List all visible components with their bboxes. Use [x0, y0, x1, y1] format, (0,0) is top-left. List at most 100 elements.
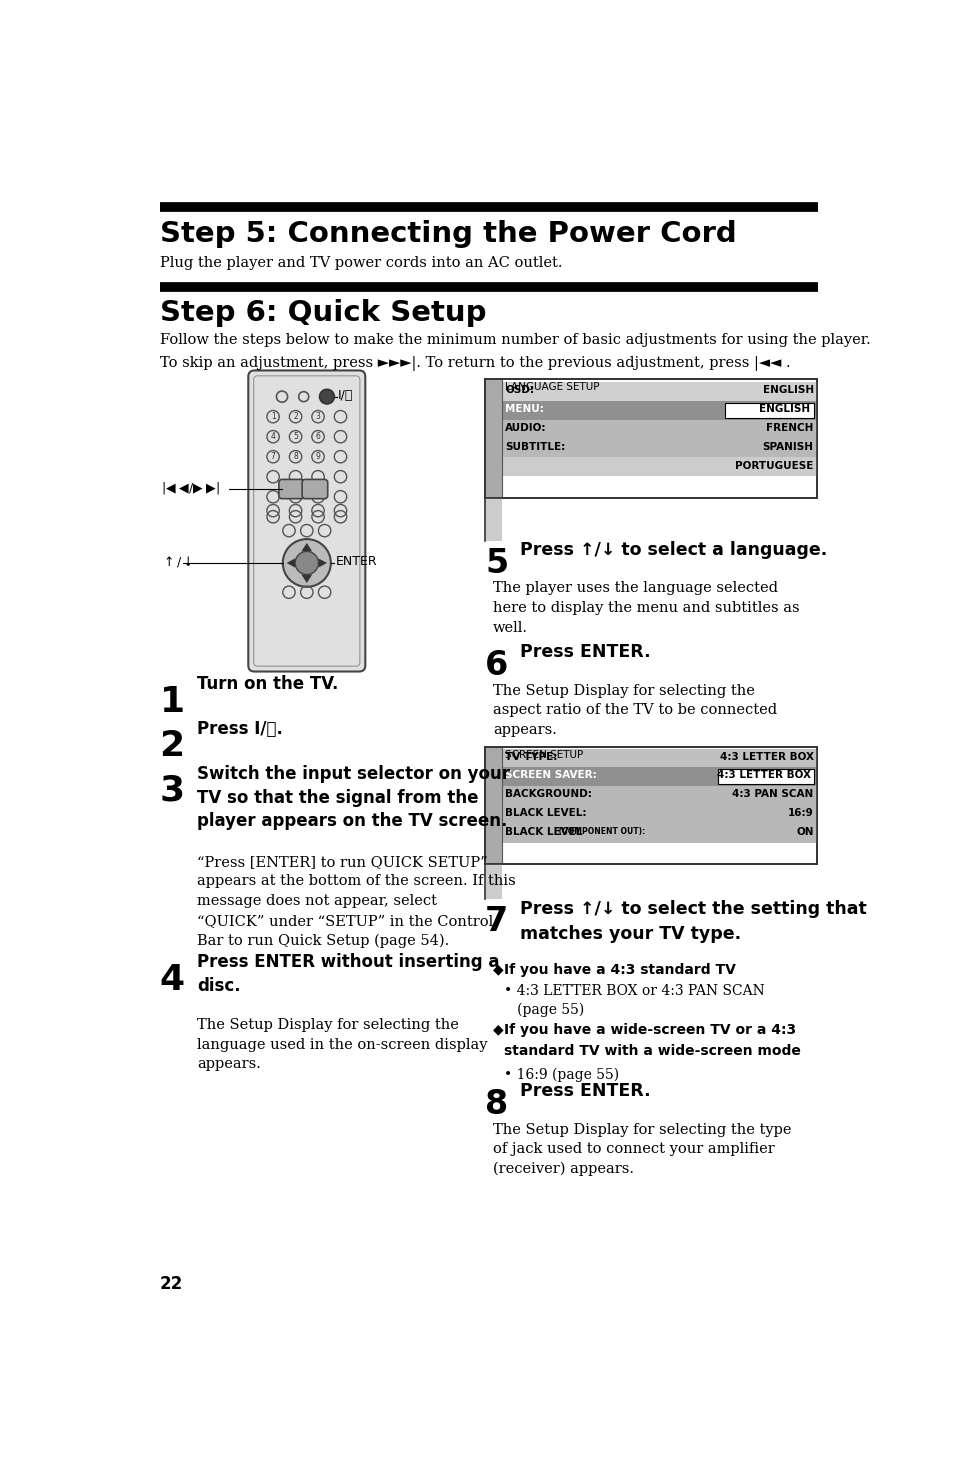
- Text: (receiver) appears.: (receiver) appears.: [493, 1163, 633, 1176]
- Text: 16:9: 16:9: [787, 808, 813, 819]
- Text: Plug the player and TV power cords into an AC outlet.: Plug the player and TV power cords into …: [159, 255, 561, 270]
- Text: If you have a 4:3 standard TV: If you have a 4:3 standard TV: [504, 962, 736, 977]
- Text: AUDIO:: AUDIO:: [505, 423, 546, 433]
- Text: $\uparrow/\downarrow$: $\uparrow/\downarrow$: [161, 555, 193, 569]
- Text: “Press [ENTER] to run QUICK SETUP”: “Press [ENTER] to run QUICK SETUP”: [196, 854, 487, 869]
- Text: SPANISH: SPANISH: [761, 442, 813, 452]
- Text: 6: 6: [315, 432, 320, 440]
- Text: standard TV with a wide-screen mode: standard TV with a wide-screen mode: [504, 1044, 801, 1059]
- Circle shape: [294, 552, 318, 574]
- Text: appears.: appears.: [196, 1057, 260, 1071]
- Circle shape: [282, 540, 331, 587]
- Text: Press ENTER without inserting a: Press ENTER without inserting a: [196, 954, 498, 971]
- Text: Press ↑/↓ to select the setting that: Press ↑/↓ to select the setting that: [519, 900, 865, 918]
- Text: 5: 5: [484, 547, 508, 580]
- Bar: [501, 749, 816, 767]
- Text: “QUICK” under “SETUP” in the Control: “QUICK” under “SETUP” in the Control: [196, 914, 493, 928]
- Text: TV TYPE:: TV TYPE:: [505, 752, 557, 762]
- Bar: [484, 498, 501, 541]
- Bar: [501, 767, 816, 786]
- FancyBboxPatch shape: [278, 479, 304, 498]
- Text: OSD:: OSD:: [505, 386, 534, 394]
- Text: LANGUAGE SETUP: LANGUAGE SETUP: [505, 383, 599, 392]
- Circle shape: [319, 390, 334, 403]
- Text: 7: 7: [484, 905, 508, 937]
- Text: 4: 4: [271, 432, 275, 440]
- Text: appears at the bottom of the screen. If this: appears at the bottom of the screen. If …: [196, 875, 515, 888]
- Bar: [724, 403, 814, 418]
- Text: 7: 7: [271, 452, 275, 461]
- Text: well.: well.: [493, 621, 527, 635]
- Text: disc.: disc.: [196, 977, 240, 995]
- Text: 2: 2: [159, 730, 185, 764]
- Text: Step 6: Quick Setup: Step 6: Quick Setup: [159, 300, 485, 326]
- Polygon shape: [286, 558, 294, 568]
- Bar: [501, 420, 816, 439]
- Bar: [484, 380, 501, 498]
- Text: BLACK LEVEL: BLACK LEVEL: [505, 828, 582, 836]
- Bar: [484, 747, 816, 865]
- Text: ◆: ◆: [493, 962, 503, 977]
- Text: 22: 22: [159, 1275, 183, 1293]
- Text: player appears on the TV screen.: player appears on the TV screen.: [196, 813, 507, 830]
- Text: ENGLISH: ENGLISH: [759, 403, 810, 414]
- Text: SCREEN SAVER:: SCREEN SAVER:: [505, 771, 597, 780]
- Text: Turn on the TV.: Turn on the TV.: [196, 675, 337, 694]
- Text: Step 5: Connecting the Power Cord: Step 5: Connecting the Power Cord: [159, 221, 736, 248]
- Text: (COMPONENT OUT):: (COMPONENT OUT):: [556, 828, 645, 836]
- Text: MENU:: MENU:: [505, 403, 543, 414]
- Text: 4:3 LETTER BOX: 4:3 LETTER BOX: [719, 752, 813, 762]
- Text: The Setup Display for selecting the type: The Setup Display for selecting the type: [493, 1123, 790, 1137]
- Text: TV so that the signal from the: TV so that the signal from the: [196, 789, 477, 807]
- Text: 6: 6: [484, 650, 508, 682]
- Text: 3: 3: [159, 774, 185, 808]
- Text: 5: 5: [293, 432, 297, 440]
- Text: To skip an adjustment, press ►►►|. To return to the previous adjustment, press |: To skip an adjustment, press ►►►|. To re…: [159, 356, 789, 371]
- Text: ◆: ◆: [493, 1023, 503, 1037]
- Text: language used in the on-screen display: language used in the on-screen display: [196, 1038, 487, 1051]
- Text: • 16:9 (page 55): • 16:9 (page 55): [504, 1068, 618, 1081]
- Text: Press ENTER.: Press ENTER.: [519, 644, 650, 661]
- Text: here to display the menu and subtitles as: here to display the menu and subtitles a…: [493, 601, 799, 615]
- Text: 1: 1: [271, 412, 275, 421]
- Text: SCREEN SETUP: SCREEN SETUP: [505, 750, 583, 761]
- Text: The Setup Display for selecting the: The Setup Display for selecting the: [196, 1017, 458, 1032]
- Text: 1: 1: [159, 685, 185, 719]
- Text: I/⏻: I/⏻: [337, 389, 353, 402]
- Text: • 4:3 LETTER BOX or 4:3 PAN SCAN: • 4:3 LETTER BOX or 4:3 PAN SCAN: [504, 985, 764, 998]
- Bar: [485, 380, 501, 497]
- Text: of jack used to connect your amplifier: of jack used to connect your amplifier: [493, 1142, 774, 1157]
- Bar: [501, 805, 816, 825]
- Polygon shape: [318, 558, 327, 568]
- Bar: [501, 439, 816, 457]
- Bar: [484, 865, 501, 899]
- Text: 8: 8: [293, 452, 297, 461]
- Text: If you have a wide-screen TV or a 4:3: If you have a wide-screen TV or a 4:3: [504, 1023, 796, 1037]
- Text: matches your TV type.: matches your TV type.: [519, 925, 740, 943]
- Bar: [484, 380, 816, 498]
- Bar: [501, 400, 816, 420]
- Text: (page 55): (page 55): [504, 1003, 584, 1017]
- Text: message does not appear, select: message does not appear, select: [196, 894, 436, 908]
- Bar: [717, 770, 814, 785]
- Text: 4:3 LETTER BOX: 4:3 LETTER BOX: [716, 771, 810, 780]
- FancyBboxPatch shape: [302, 479, 328, 498]
- Text: Follow the steps below to make the minimum number of basic adjustments for using: Follow the steps below to make the minim…: [159, 332, 869, 347]
- Text: Press I/⏻.: Press I/⏻.: [196, 721, 282, 739]
- Text: Press ↑/↓ to select a language.: Press ↑/↓ to select a language.: [519, 541, 826, 559]
- Text: ENTER: ENTER: [335, 555, 376, 568]
- Text: $\mathsf{|\!\blacktriangleleft\!\blacktriangleleft\!/\!\blacktriangleright\!\bla: $\mathsf{|\!\blacktriangleleft\!\blacktr…: [161, 479, 220, 495]
- Bar: [501, 383, 816, 400]
- Text: 2: 2: [293, 412, 297, 421]
- Text: BACKGROUND:: BACKGROUND:: [505, 789, 592, 799]
- FancyBboxPatch shape: [248, 371, 365, 672]
- Bar: [484, 747, 501, 865]
- Text: 3: 3: [315, 412, 320, 421]
- Text: Switch the input selector on your: Switch the input selector on your: [196, 765, 509, 783]
- Text: appears.: appears.: [493, 724, 557, 737]
- Text: 4: 4: [159, 962, 185, 997]
- Text: FRENCH: FRENCH: [765, 423, 813, 433]
- Text: 9: 9: [315, 452, 320, 461]
- Text: 4:3 PAN SCAN: 4:3 PAN SCAN: [732, 789, 813, 799]
- Bar: [485, 747, 501, 863]
